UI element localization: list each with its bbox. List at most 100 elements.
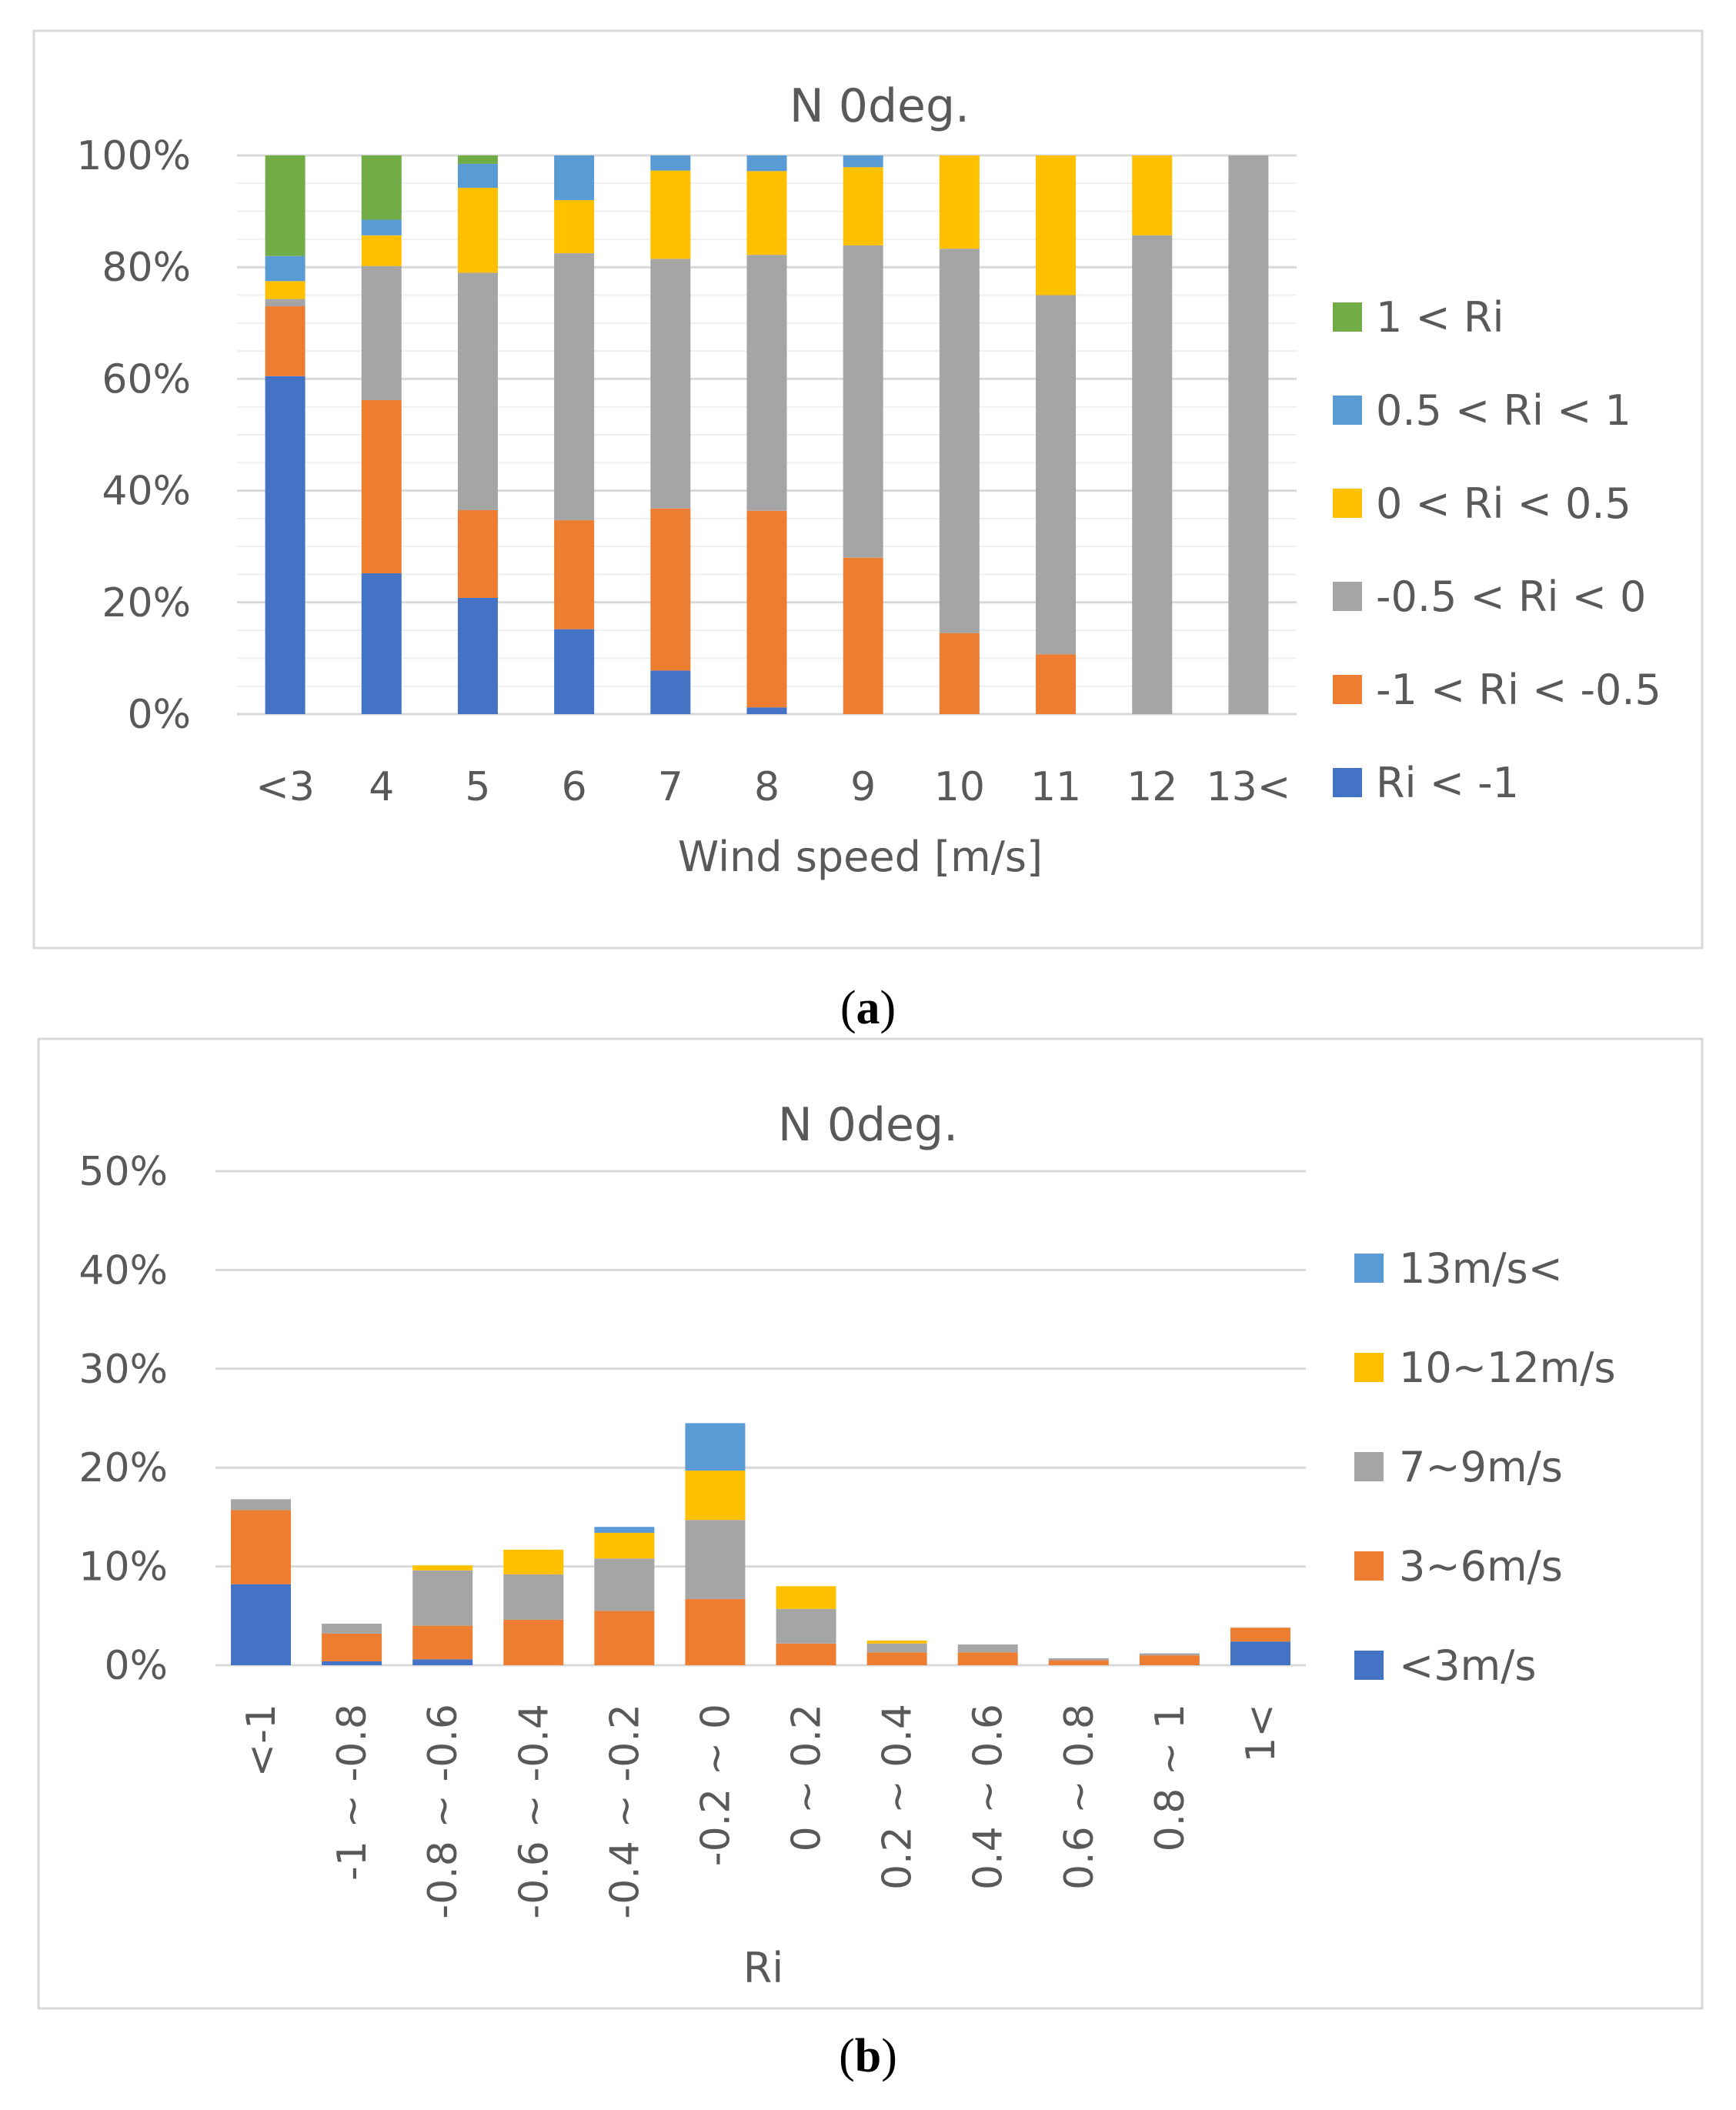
x-tick-label: 12	[1127, 764, 1177, 810]
legend-label: 0 < Ri < 0.5	[1376, 479, 1631, 528]
x-tick-label: -0.4 ~ -0.2	[602, 1704, 648, 1919]
bar-segment	[746, 171, 787, 255]
panel-a-bars	[265, 155, 1269, 714]
bar-segment	[650, 670, 691, 714]
bar-segment	[554, 253, 595, 521]
bar-segment	[843, 245, 883, 558]
legend-label: Ri < -1	[1376, 759, 1519, 807]
panel-a-legend: 1 < Ri 0.5 < Ri < 1 0 < Ri < 0.5 -0.5 < Ri …	[1333, 293, 1661, 807]
y-tick-label: 30%	[78, 1347, 168, 1393]
bar-segment	[554, 520, 595, 629]
legend-label: -0.5 < Ri < 0	[1376, 573, 1646, 621]
bar-segment	[594, 1527, 655, 1533]
y-tick-label: 20%	[78, 1445, 168, 1491]
bar-segment	[1048, 1660, 1109, 1665]
bar-segment	[322, 1633, 382, 1661]
bar-segment	[957, 1644, 1018, 1653]
y-tick-label: 60%	[102, 356, 191, 402]
panel-b-bars	[231, 1423, 1290, 1665]
bar-segment	[685, 1423, 746, 1471]
bar-segment	[939, 155, 980, 249]
bar-segment	[746, 155, 787, 172]
x-tick-label: -1 ~ -0.8	[329, 1704, 376, 1881]
bar-segment	[503, 1574, 564, 1620]
legend-label: 1 < Ri	[1376, 293, 1504, 342]
y-tick-label: 20%	[102, 580, 191, 626]
bar-segment	[650, 259, 691, 509]
panel-a-title: N 0deg.	[790, 79, 970, 133]
bar-segment	[1139, 1653, 1200, 1656]
legend-swatch	[1333, 302, 1362, 332]
y-tick-label: 40%	[78, 1247, 168, 1294]
x-tick-label: 10	[934, 764, 985, 810]
bar-segment	[231, 1584, 292, 1665]
x-tick-label: -0.8 ~ -0.6	[420, 1704, 466, 1919]
bar-segment	[1036, 654, 1077, 714]
bar-segment	[412, 1570, 473, 1626]
y-tick-label: 80%	[102, 245, 191, 291]
y-tick-label: 50%	[78, 1149, 168, 1195]
bar-segment	[776, 1608, 836, 1644]
panel-a-x-axis-label: Wind speed [m/s]	[678, 833, 1043, 881]
bar-segment	[265, 281, 305, 299]
bar-segment	[457, 163, 498, 189]
legend-label: 13m/s<	[1399, 1244, 1563, 1293]
bar-segment	[412, 1565, 473, 1571]
bar-segment	[650, 155, 691, 171]
y-tick-label: 40%	[102, 469, 191, 515]
bar-segment	[843, 167, 883, 245]
panel-a-y-ticks: 0% 20% 40% 60% 80% 100%	[76, 133, 191, 738]
bar-segment	[866, 1640, 927, 1644]
bar-segment	[650, 508, 691, 671]
x-tick-label: 7	[658, 764, 683, 810]
bar-segment	[957, 1652, 1018, 1665]
caption-a-open: (	[840, 982, 856, 1034]
legend-swatch	[1333, 582, 1362, 611]
y-tick-label: 0%	[128, 692, 192, 738]
bar-segment	[685, 1598, 746, 1665]
x-tick-label: 0.6 ~ 0.8	[1057, 1704, 1103, 1890]
bar-segment	[265, 306, 305, 376]
bar-segment	[322, 1624, 382, 1634]
legend-label: 7~9m/s	[1399, 1443, 1563, 1491]
bar-segment	[843, 155, 883, 168]
x-tick-label: 8	[754, 764, 780, 810]
bar-segment	[1036, 295, 1077, 655]
bar-segment	[503, 1619, 564, 1665]
x-tick-label: -0.2 ~ 0	[693, 1704, 739, 1866]
bar-segment	[361, 155, 402, 220]
bar-segment	[594, 1532, 655, 1559]
bar-segment	[457, 188, 498, 273]
bar-segment	[361, 219, 402, 235]
x-tick-label: 5	[465, 764, 490, 810]
x-tick-label: 11	[1030, 764, 1081, 810]
bar-segment	[265, 299, 305, 307]
bar-segment	[457, 155, 498, 164]
caption-a-letter: a	[856, 982, 880, 1034]
panel-b-x-axis-label: Ri	[743, 1944, 784, 1992]
caption-a-close: )	[880, 982, 896, 1034]
bar-segment	[1036, 155, 1077, 295]
legend-label: 0.5 < Ri < 1	[1376, 386, 1631, 435]
y-tick-label: 10%	[78, 1544, 168, 1591]
bar-segment	[457, 272, 498, 511]
x-tick-label: 6	[562, 764, 587, 810]
legend-swatch	[1333, 489, 1362, 518]
bar-segment	[776, 1643, 836, 1665]
bar-segment	[457, 597, 498, 714]
x-tick-label: 4	[369, 764, 394, 810]
bar-segment	[457, 510, 498, 598]
bar-segment	[866, 1652, 927, 1665]
bar-segment	[594, 1611, 655, 1665]
legend-label: 3~6m/s	[1399, 1542, 1563, 1591]
bar-segment	[231, 1499, 292, 1511]
legend-swatch	[1354, 1254, 1384, 1283]
panel-b-frame	[37, 1037, 1704, 2010]
bar-segment	[1139, 1655, 1200, 1665]
x-tick-label: 9	[850, 764, 876, 810]
panel-a-chart: N 0deg. 0% 20% 40% 60% 80% 100% <3 4 5 6 7 8 9 10 11 1…	[32, 29, 1704, 950]
x-tick-label: -0.6 ~ -0.4	[511, 1704, 557, 1919]
bar-segment	[746, 510, 787, 708]
legend-label: 10~12m/s	[1399, 1344, 1616, 1392]
caption-a: (a)	[840, 982, 896, 1034]
